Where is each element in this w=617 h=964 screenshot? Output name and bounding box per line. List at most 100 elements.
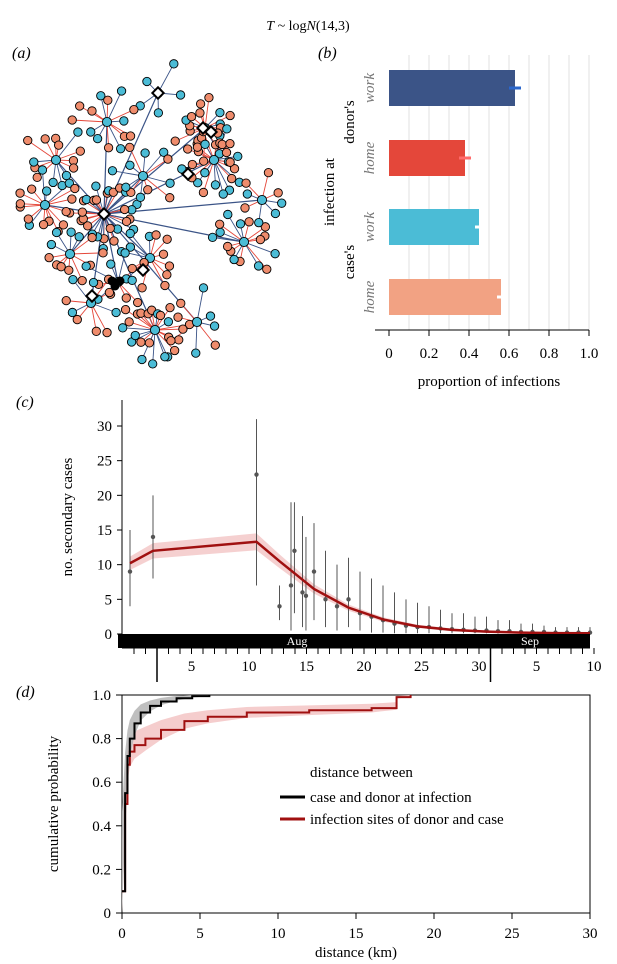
network-node (191, 348, 201, 358)
network-node (73, 127, 83, 137)
network-edges (19, 63, 282, 364)
network-node (103, 143, 114, 153)
network-node (66, 227, 76, 237)
network-edge (213, 159, 224, 195)
network-node (209, 321, 220, 331)
network-node (200, 168, 210, 178)
network-node (86, 127, 96, 137)
network-edge (213, 159, 230, 191)
network-node (159, 147, 169, 157)
month-bar (118, 634, 590, 648)
panel-c-error-bars (127, 419, 593, 635)
month-label-sep: Sep (521, 634, 539, 648)
network-edge (106, 90, 122, 123)
x-tick-label: 25 (414, 659, 429, 675)
panel-c-x-ticks: 5 10 15 20 25 30 5 10 (133, 648, 602, 682)
data-point (300, 590, 305, 595)
network-node (91, 195, 102, 205)
network-node (255, 234, 266, 245)
network-node (192, 142, 203, 152)
x-tick-label: 5 (533, 659, 541, 675)
network-node (119, 116, 129, 126)
network-node (103, 95, 113, 105)
y-tick-label: 0.8 (92, 732, 111, 748)
network-node (125, 131, 136, 141)
panel-b-bar-chart: 0 0.2 0.4 0.6 0.8 1.0 work home work home don… (322, 55, 598, 390)
network-edge (122, 327, 156, 331)
x-tick-label: 0.8 (540, 346, 559, 362)
network-node (42, 186, 52, 196)
network-node (162, 234, 172, 244)
network-node (148, 359, 158, 369)
network-node (187, 159, 197, 170)
network-node (107, 166, 118, 176)
x-tick-label: 0.4 (460, 346, 479, 362)
network-node (262, 264, 272, 274)
network-edge (152, 329, 156, 364)
network-node (75, 146, 85, 156)
network-node (254, 218, 264, 228)
x-tick-label: 15 (349, 926, 364, 942)
network-edge (69, 213, 105, 255)
x-tick-label: 30 (583, 926, 598, 942)
network-edge (204, 97, 210, 129)
network-node (98, 248, 108, 258)
network-node (169, 59, 179, 69)
network-edge (142, 151, 165, 177)
network-node (51, 227, 62, 238)
network-node (166, 336, 176, 346)
category-label: home (362, 280, 378, 313)
network-graph (15, 59, 287, 369)
y-tick-label: 0.6 (92, 775, 111, 791)
network-node (68, 274, 78, 285)
x-tick-label: 15 (299, 659, 314, 675)
network-node (270, 208, 281, 219)
legend-entry: infection sites of donor and case (310, 812, 504, 828)
network-node (164, 261, 175, 271)
network-node (240, 203, 250, 213)
network-node (210, 180, 221, 190)
network-node (175, 90, 186, 100)
network-node (91, 326, 101, 336)
network-node (137, 354, 147, 365)
data-point (288, 583, 294, 588)
network-node (67, 194, 77, 204)
bar (389, 279, 501, 315)
data-point (254, 472, 259, 477)
y-tick-label: 15 (97, 523, 112, 539)
y-tick-label: 20 (97, 488, 112, 504)
network-node (91, 181, 101, 191)
network-node (124, 317, 134, 327)
x-tick-label: 0 (385, 346, 393, 362)
network-node (29, 157, 39, 167)
network-node (153, 108, 164, 118)
network-node (38, 219, 49, 230)
network-node (77, 275, 87, 286)
network-node (15, 199, 25, 209)
network-node (137, 283, 147, 293)
network-node (210, 340, 220, 350)
network-hub-node (191, 316, 203, 328)
network-node (165, 178, 175, 188)
category-label: work (362, 73, 378, 103)
network-edge (72, 119, 108, 123)
y-tick-label: 0 (105, 627, 113, 643)
x-tick-label: 0 (118, 926, 126, 942)
x-tick-label: 25 (505, 926, 520, 942)
network-node (229, 254, 239, 265)
network-node (118, 323, 128, 333)
category-label: work (362, 212, 378, 242)
network-node (61, 170, 72, 181)
network-node (223, 209, 233, 220)
x-tick-label: 1.0 (580, 346, 599, 362)
network-node (87, 106, 97, 116)
network-node (127, 275, 137, 285)
network-node (207, 232, 218, 243)
network-hub-node (149, 324, 161, 336)
network-node (217, 139, 227, 150)
seed-node (203, 124, 219, 140)
network-node (225, 139, 235, 149)
seed-node (96, 206, 112, 222)
network-node (53, 140, 64, 150)
